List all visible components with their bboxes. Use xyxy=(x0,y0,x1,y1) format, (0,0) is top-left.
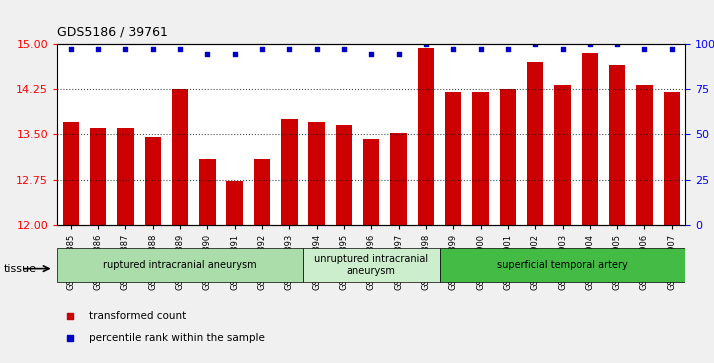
Point xyxy=(147,46,159,52)
Bar xyxy=(473,92,489,225)
Point xyxy=(311,46,322,52)
Bar xyxy=(636,85,653,225)
Bar xyxy=(391,133,407,225)
Bar xyxy=(418,48,434,225)
Point xyxy=(530,41,541,46)
Point xyxy=(393,52,404,57)
Bar xyxy=(663,92,680,225)
Bar xyxy=(445,92,461,225)
Bar xyxy=(336,125,352,225)
Text: superficial temporal artery: superficial temporal artery xyxy=(497,260,628,270)
Bar xyxy=(90,128,106,225)
Point xyxy=(64,313,76,319)
Bar xyxy=(63,122,79,225)
Point xyxy=(475,46,486,52)
Point xyxy=(65,46,76,52)
Point xyxy=(283,46,295,52)
FancyBboxPatch shape xyxy=(303,248,440,282)
Bar xyxy=(527,62,543,225)
Point xyxy=(557,46,568,52)
Text: tissue: tissue xyxy=(4,264,36,274)
Bar xyxy=(226,182,243,225)
Bar xyxy=(117,128,134,225)
Point xyxy=(256,46,268,52)
Bar xyxy=(308,122,325,225)
Text: ruptured intracranial aneurysm: ruptured intracranial aneurysm xyxy=(104,260,257,270)
Bar xyxy=(253,159,270,225)
Text: transformed count: transformed count xyxy=(89,311,186,321)
Point xyxy=(421,41,432,46)
Point xyxy=(174,46,186,52)
Point xyxy=(64,335,76,340)
Point xyxy=(120,46,131,52)
Point xyxy=(666,46,678,52)
Point xyxy=(502,46,513,52)
Point xyxy=(229,52,241,57)
Bar xyxy=(363,139,379,225)
Point xyxy=(92,46,104,52)
Bar xyxy=(172,89,188,225)
Point xyxy=(201,52,213,57)
FancyBboxPatch shape xyxy=(57,248,303,282)
Point xyxy=(338,46,350,52)
Text: percentile rank within the sample: percentile rank within the sample xyxy=(89,333,264,343)
Point xyxy=(639,46,650,52)
Bar xyxy=(199,159,216,225)
Bar xyxy=(609,65,625,225)
Bar xyxy=(500,89,516,225)
Bar xyxy=(554,85,570,225)
Text: GDS5186 / 39761: GDS5186 / 39761 xyxy=(57,25,168,38)
Point xyxy=(584,41,595,46)
Point xyxy=(448,46,459,52)
Bar xyxy=(281,119,298,225)
Bar xyxy=(144,137,161,225)
Point xyxy=(611,41,623,46)
Text: unruptured intracranial
aneurysm: unruptured intracranial aneurysm xyxy=(314,254,428,276)
FancyBboxPatch shape xyxy=(440,248,685,282)
Bar xyxy=(582,53,598,225)
Point xyxy=(366,52,377,57)
